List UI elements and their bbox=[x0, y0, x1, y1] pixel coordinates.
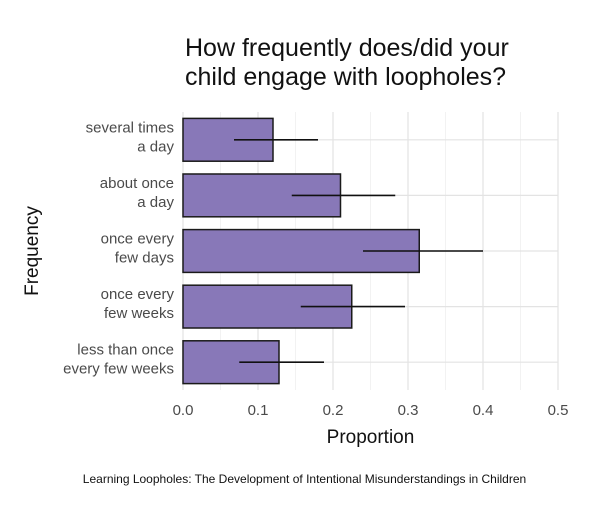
x-tick-label: 0.4 bbox=[473, 402, 494, 419]
x-axis-label: Proportion bbox=[327, 427, 415, 448]
y-axis-label: Frequency bbox=[22, 206, 43, 296]
y-tick-label: once every few weeks bbox=[101, 286, 175, 322]
y-tick-label: once every few days bbox=[101, 231, 175, 267]
x-tick-label: 0.5 bbox=[548, 402, 569, 419]
bar bbox=[182, 284, 353, 329]
bar-chart: several times a day about once a day once ev… bbox=[22, 112, 569, 448]
x-tick-label: 0.1 bbox=[248, 402, 269, 419]
x-tick-label: 0.3 bbox=[398, 402, 419, 419]
chart-title-line-1: How frequently does/did your bbox=[185, 34, 509, 62]
x-tick-label: 0.0 bbox=[173, 402, 194, 419]
y-tick-label: several times a day bbox=[86, 119, 175, 155]
x-tick-label: 0.2 bbox=[323, 402, 344, 419]
y-tick-label: about once a day bbox=[100, 175, 175, 211]
chart-title: How frequently does/did your child engag… bbox=[185, 34, 595, 92]
chart-title-line-2: child engage with loopholes? bbox=[185, 63, 507, 91]
figure-caption: Learning Loopholes: The Development of I… bbox=[82, 472, 527, 486]
y-tick-label: less than once every few weeks bbox=[63, 342, 174, 378]
